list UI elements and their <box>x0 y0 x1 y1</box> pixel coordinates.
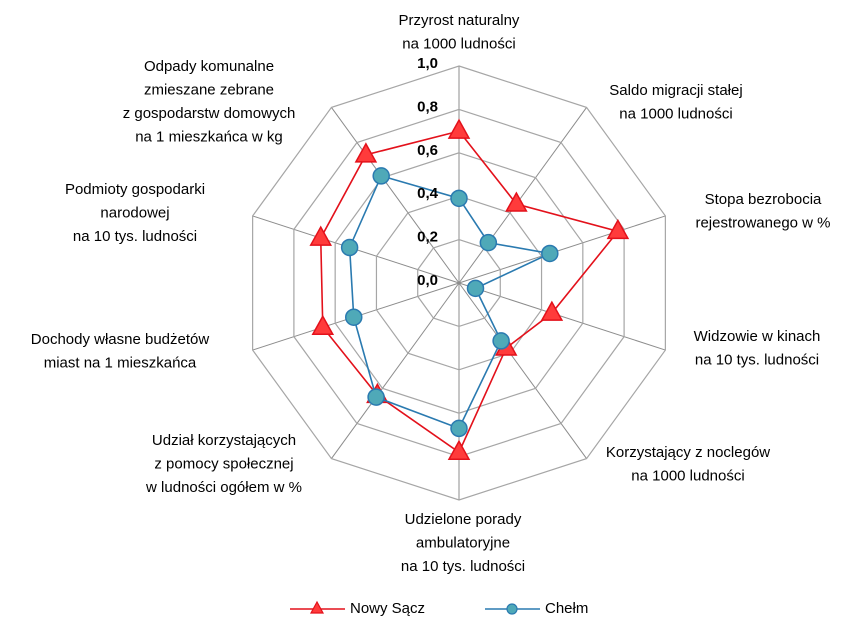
category-label: Udzielone porady <box>405 511 522 528</box>
marker <box>479 233 498 252</box>
spoke <box>458 282 666 351</box>
category-label: Stopa bezrobocia <box>705 191 822 208</box>
category-label: na 1 mieszkańca w kg <box>135 128 283 145</box>
marker <box>311 314 335 336</box>
category-label: Udział korzystających <box>152 432 296 449</box>
category-label: zmieszane zebrane <box>144 81 274 98</box>
marker <box>447 439 471 461</box>
category-label: z gospodarstw domowych <box>123 105 296 122</box>
category-label: w ludności ogółem w % <box>145 479 302 496</box>
marker <box>447 118 471 139</box>
tick-label: 0,6 <box>417 142 438 159</box>
category-label: na 10 tys. ludności <box>73 228 197 245</box>
legend-marker <box>506 603 518 615</box>
marker <box>541 244 559 263</box>
marker <box>367 388 385 406</box>
tick-label: 1,0 <box>417 55 438 72</box>
legend-label: Chełm <box>545 600 588 617</box>
marker <box>606 218 630 240</box>
legend-marker <box>309 600 325 614</box>
marker <box>450 189 468 208</box>
category-label: rejestrowanego w % <box>695 214 830 231</box>
tick-label: 0,4 <box>417 185 439 202</box>
spoke <box>458 282 587 459</box>
marker <box>505 191 528 212</box>
marker <box>466 279 485 298</box>
category-label: Odpady komunalne <box>144 58 274 75</box>
marker <box>492 332 510 350</box>
marker <box>450 419 468 438</box>
spoke <box>331 107 460 284</box>
category-label: Korzystający z noclegów <box>606 444 770 461</box>
spoke <box>458 107 587 284</box>
category-label: na 1000 ludności <box>619 105 732 122</box>
tick-label: 0,8 <box>417 98 438 115</box>
category-label: na 10 tys. ludności <box>401 558 525 575</box>
category-label: miast na 1 mieszkańca <box>44 354 197 371</box>
category-label: na 1000 ludności <box>402 35 515 52</box>
tick-label: 0,0 <box>417 272 438 289</box>
grid-ring <box>417 238 501 328</box>
spoke <box>331 282 460 459</box>
category-label: narodowej <box>100 204 169 221</box>
legend-label: Nowy Sącz <box>350 600 425 617</box>
category-label: Saldo migracji stałej <box>609 82 742 99</box>
marker <box>309 225 333 246</box>
category-label: Przyrost naturalny <box>399 12 520 29</box>
marker <box>340 238 359 257</box>
category-label: Podmioty gospodarki <box>65 181 205 198</box>
grid-ring <box>334 152 584 414</box>
marker <box>344 308 363 326</box>
category-label: na 1000 ludności <box>631 467 744 484</box>
marker <box>540 300 564 321</box>
tick-label: 0,2 <box>417 229 438 246</box>
grid-ring <box>252 65 666 501</box>
marker <box>372 167 390 185</box>
category-label: na 10 tys. ludności <box>695 351 819 368</box>
marker <box>354 142 378 163</box>
category-label: ambulatoryjne <box>416 534 510 551</box>
grid-ring <box>375 195 543 371</box>
category-label: Dochody własne budżetów <box>31 331 210 348</box>
category-label: z pomocy społecznej <box>154 455 293 472</box>
category-label: Widzowie w kinach <box>694 328 821 345</box>
spoke <box>458 215 666 284</box>
